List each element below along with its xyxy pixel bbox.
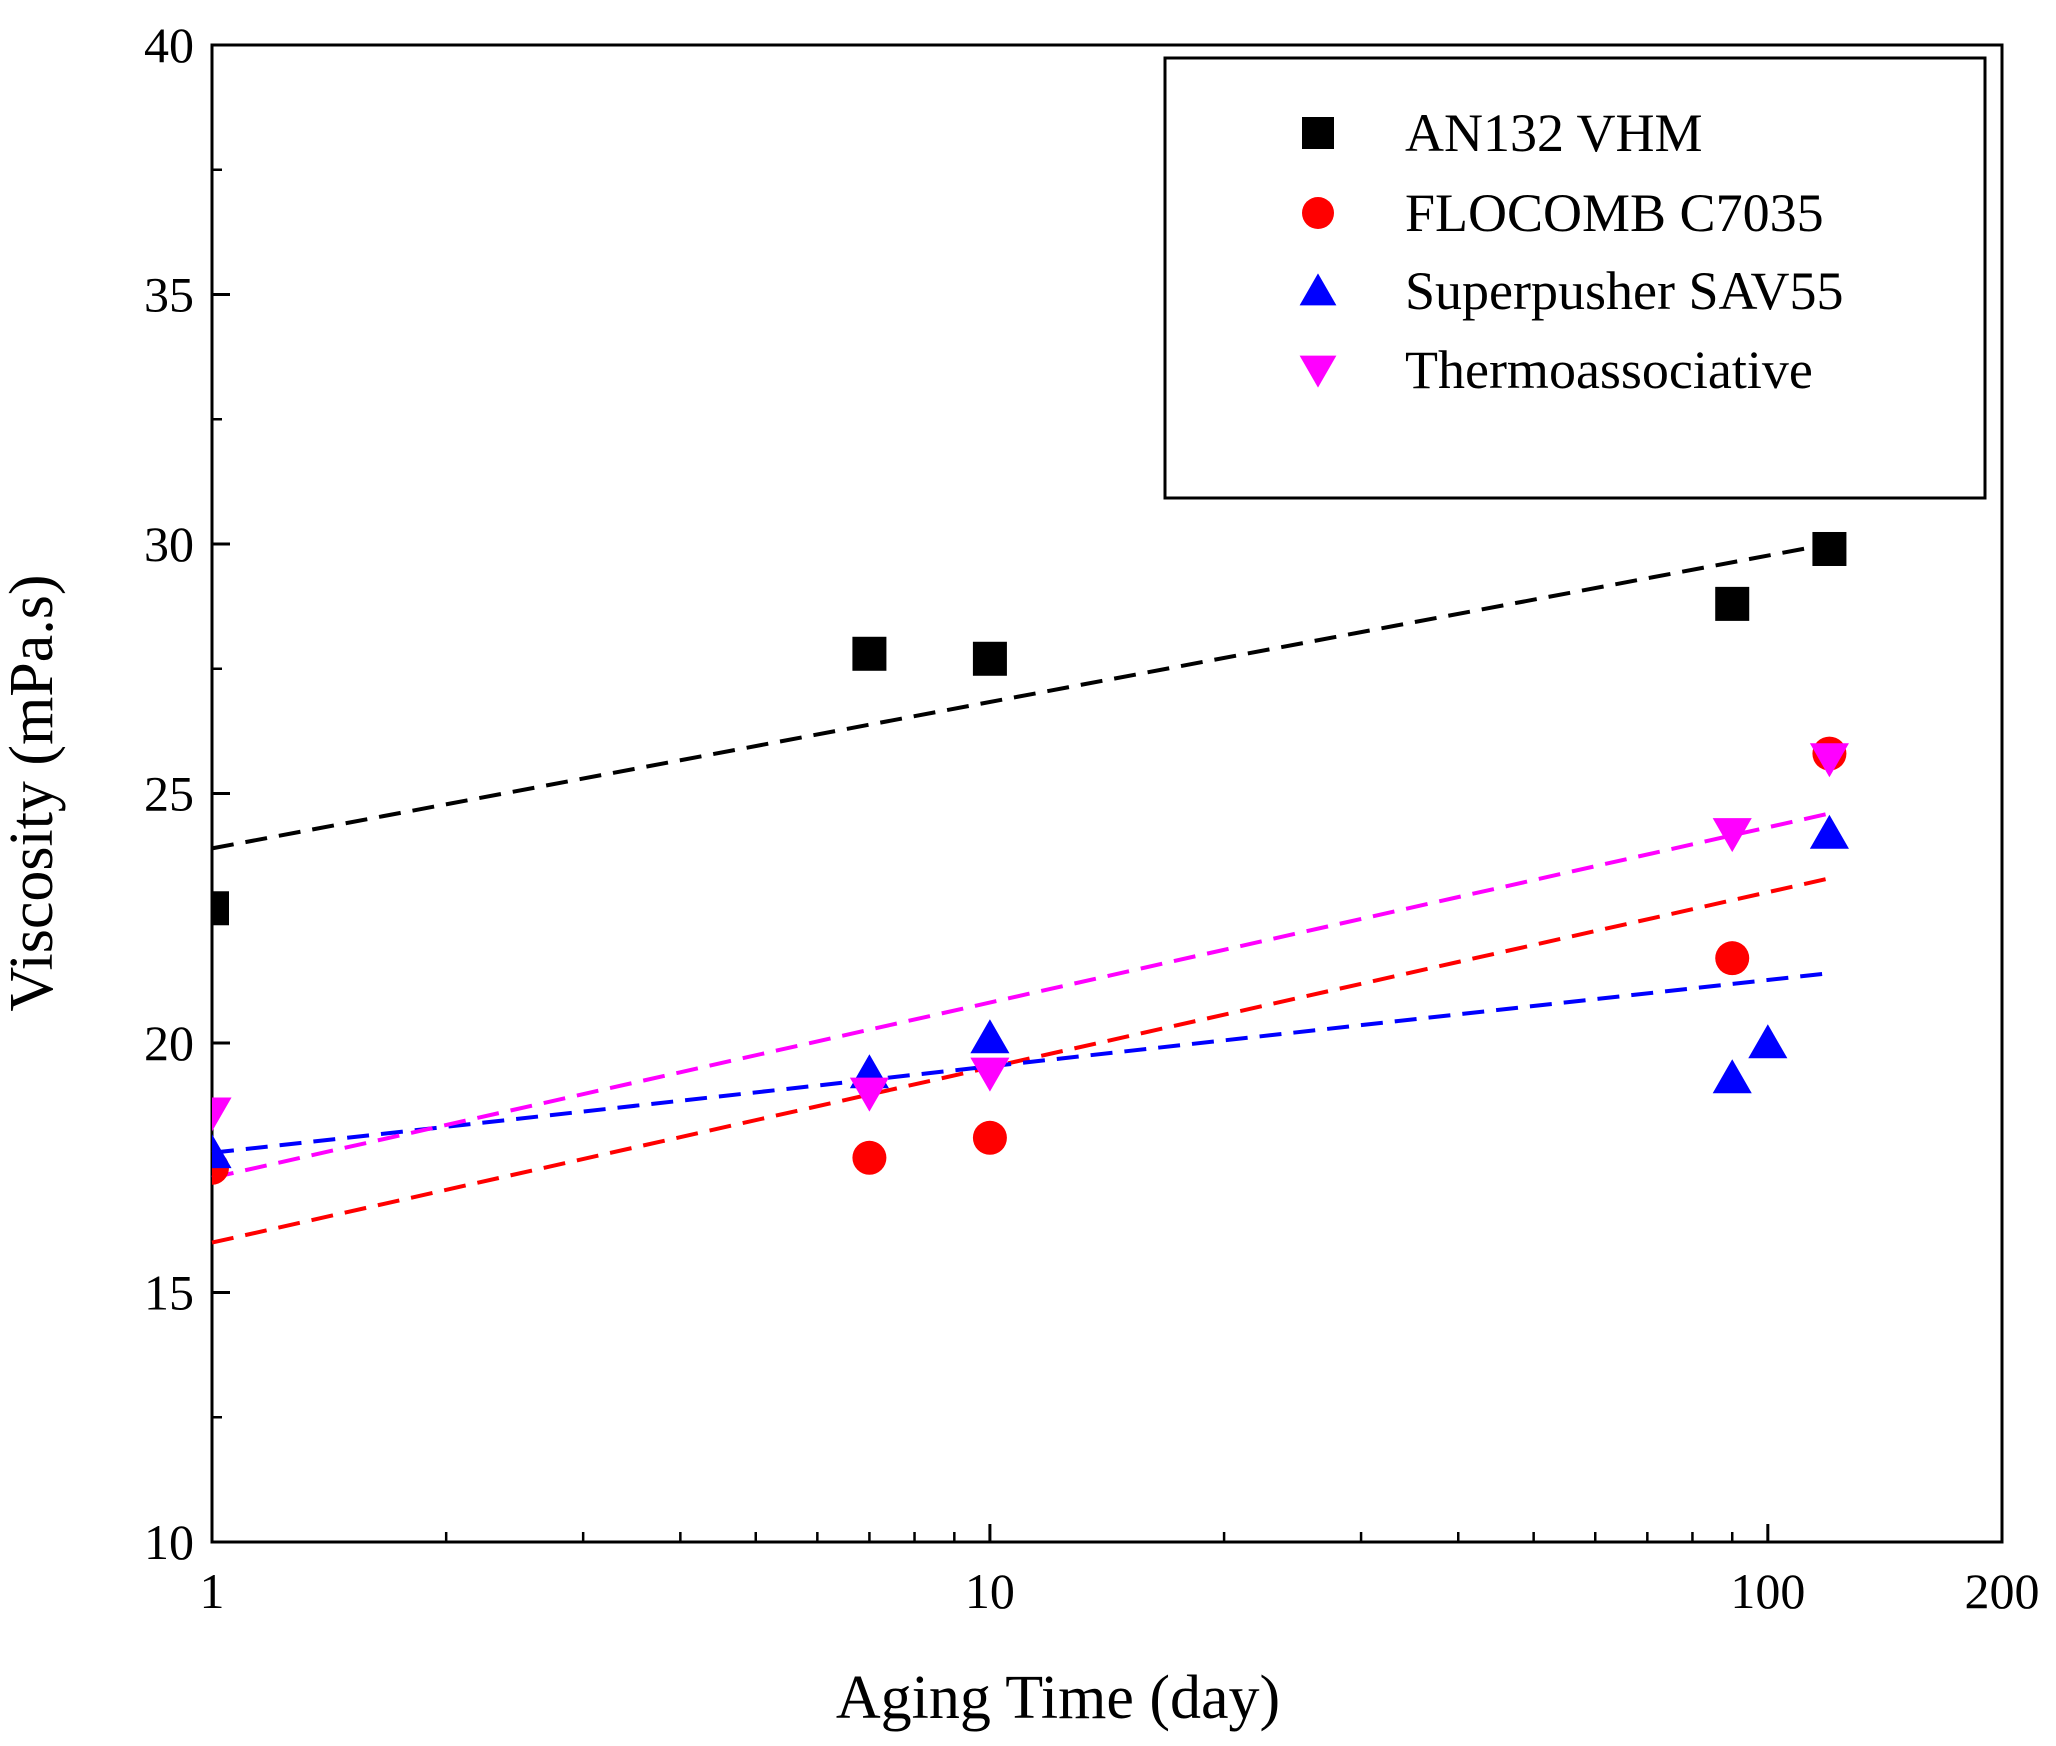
y-tick-label: 10 [144, 1514, 194, 1570]
y-tick-label: 30 [144, 516, 194, 572]
data-point-triangle-up [1299, 273, 1337, 306]
y-tick-label: 35 [144, 267, 194, 323]
x-tick-label: 200 [1965, 1563, 2040, 1619]
fit-line [211, 971, 1830, 1155]
data-point-circle [1715, 941, 1750, 976]
data-point-circle [852, 1140, 887, 1175]
legend: AN132 VHM FLOCOMB C7035 Superpusher SAV55 T… [1163, 56, 1987, 500]
legend-label: Thermoassociative [1405, 340, 1813, 400]
data-point-circle [972, 1120, 1007, 1155]
fit-line [211, 876, 1830, 1245]
data-point-triangle-up [212, 1134, 232, 1169]
data-point-triangle-down [849, 1077, 889, 1112]
legend-label: Superpusher SAV55 [1405, 261, 1844, 321]
data-point-triangle-down [1712, 818, 1752, 853]
data-point-circle [1302, 197, 1334, 229]
data-point-triangle-down [1809, 743, 1849, 778]
data-point-triangle-up [970, 1019, 1010, 1054]
x-tick-label: 1 [200, 1563, 225, 1619]
legend-label: AN132 VHM [1405, 103, 1703, 163]
y-tick-label: 20 [144, 1015, 194, 1071]
y-tick-label: 40 [144, 17, 194, 73]
fit-line [211, 811, 1830, 1180]
legend-box [1163, 56, 1987, 500]
x-tick-label: 100 [1730, 1563, 1805, 1619]
legend-label: FLOCOMB C7035 [1405, 183, 1824, 243]
data-point-triangle-up [1748, 1024, 1788, 1059]
data-point-triangle-down [1299, 355, 1337, 388]
data-point-square [852, 636, 887, 671]
y-tick-label: 25 [144, 766, 194, 822]
data-point-square [1302, 117, 1334, 149]
fit-lines [211, 542, 1830, 1245]
x-tick-label: 10 [965, 1563, 1015, 1619]
data-points [212, 531, 1849, 1185]
data-point-triangle-down [970, 1057, 1010, 1092]
data-point-triangle-up [1809, 814, 1849, 849]
data-point-square [1812, 531, 1847, 566]
y-axis-title: Viscosity (mPa.s) [0, 574, 66, 1011]
fit-line [211, 542, 1830, 851]
data-point-triangle-up [1712, 1059, 1752, 1094]
x-axis-title: Aging Time (day) [836, 1664, 1280, 1732]
data-point-square [212, 891, 229, 926]
data-point-square [1715, 586, 1750, 621]
data-point-square [972, 641, 1007, 676]
data-point-triangle-down [212, 1097, 232, 1132]
y-tick-label: 15 [144, 1265, 194, 1321]
